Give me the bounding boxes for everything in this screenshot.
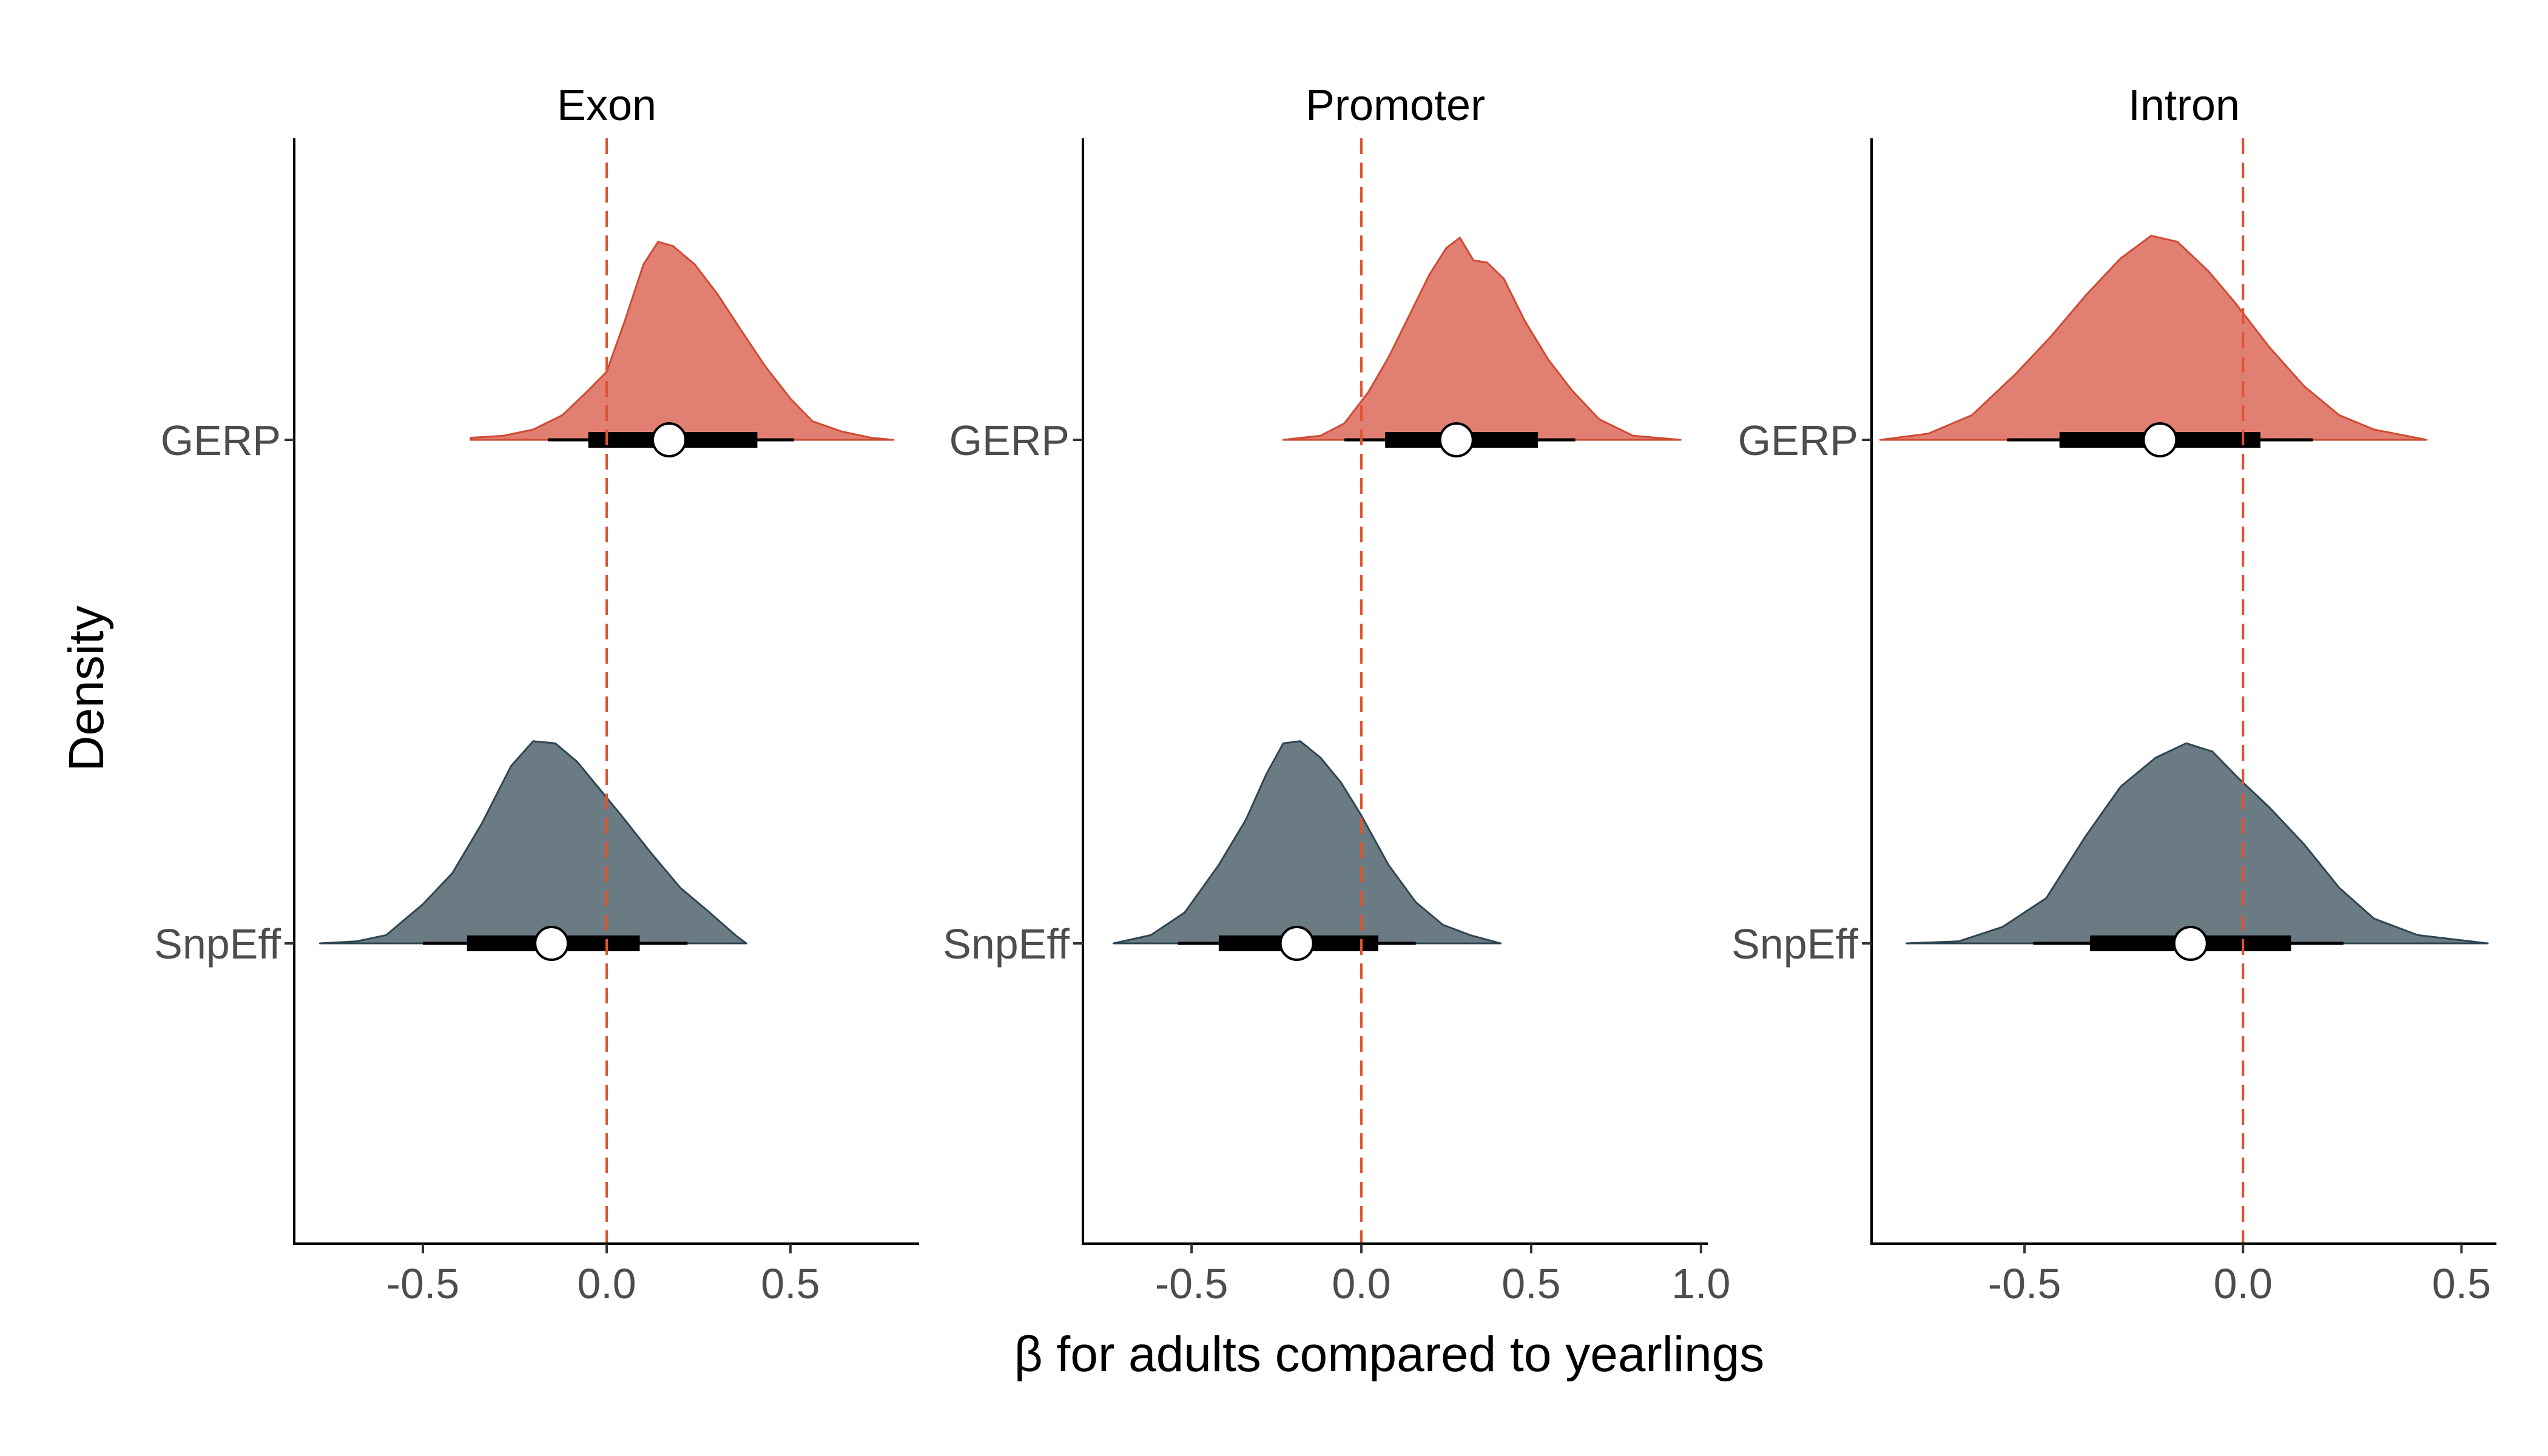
y-tick-label-intron-snpeff: SnpEff <box>1731 920 1858 968</box>
density-gerp-intron <box>1879 234 2428 441</box>
x-tick-label-promoter--0-5: -0.5 <box>1155 1260 1228 1307</box>
y-tick-label-exon-gerp: GERP <box>161 417 281 464</box>
density-snpeff-intron <box>1906 742 2489 945</box>
panel-exon: Exon -0.5 0.0 0.5 GERP SnpEff <box>154 81 919 1307</box>
density-gerp-exon <box>470 241 895 441</box>
x-tick-label-exon-0-5: 0.5 <box>761 1260 820 1307</box>
panel-title-exon: Exon <box>557 81 656 130</box>
panel-intron: Intron -0.5 0.0 0.5 GERP SnpEff <box>1731 81 2496 1307</box>
median-point-gerp-exon <box>652 422 687 457</box>
x-tick-label-intron-0-5: 0.5 <box>2432 1260 2491 1307</box>
y-tick-label-promoter-gerp: GERP <box>949 417 1070 464</box>
x-tick-label-exon--0-5: -0.5 <box>386 1260 460 1307</box>
y-axis-title: Density <box>59 605 114 771</box>
x-tick-label-promoter-1-0: 1.0 <box>1671 1260 1730 1307</box>
x-tick-label-promoter-0-5: 0.5 <box>1502 1260 1560 1307</box>
panels: Exon -0.5 0.0 0.5 GERP SnpEff Promoter -0.5 0.0 0… <box>154 81 2496 1307</box>
panel-title-promoter: Promoter <box>1306 81 1485 130</box>
density-snpeff-promoter <box>1112 740 1502 945</box>
x-tick-label-intron-0-0: 0.0 <box>2214 1260 2273 1307</box>
y-tick-label-exon-snpeff: SnpEff <box>154 920 281 968</box>
median-point-snpeff-exon <box>534 926 570 961</box>
median-point-gerp-intron <box>2142 422 2178 457</box>
median-point-snpeff-intron <box>2172 926 2208 961</box>
median-point-snpeff-promoter <box>1279 926 1315 961</box>
x-axis-title: β for adults compared to yearlings <box>1014 1327 1765 1382</box>
x-tick-label-promoter-0-0: 0.0 <box>1332 1260 1390 1307</box>
y-tick-label-promoter-snpeff: SnpEff <box>943 920 1070 968</box>
panel-title-intron: Intron <box>2128 81 2240 130</box>
median-point-gerp-promoter <box>1438 422 1474 457</box>
x-tick-label-intron--0-5: -0.5 <box>1988 1260 2061 1307</box>
y-tick-label-intron-gerp: GERP <box>1738 417 1858 464</box>
density-snpeff-exon <box>318 740 747 945</box>
density-gerp-promoter <box>1282 237 1682 441</box>
panel-promoter: Promoter -0.5 0.0 0.5 1.0 GERP SnpEff <box>943 81 1730 1307</box>
x-tick-label-exon-0-0: 0.0 <box>577 1260 636 1307</box>
